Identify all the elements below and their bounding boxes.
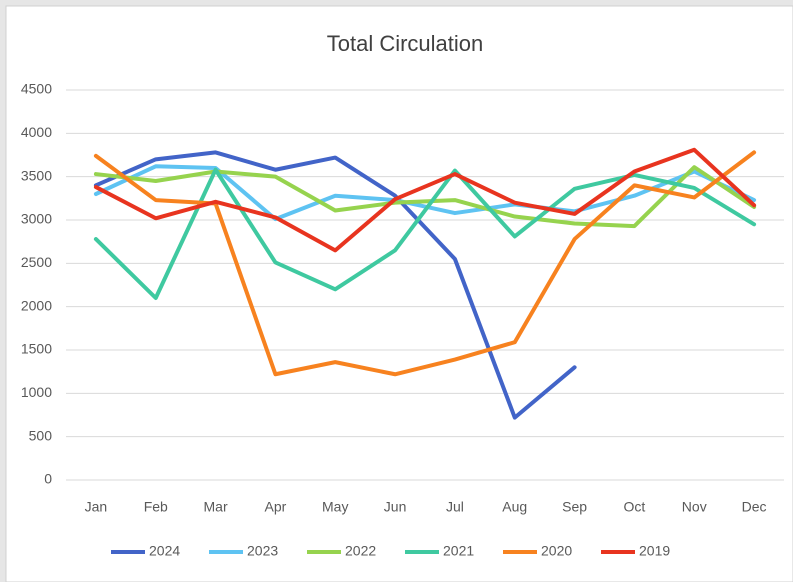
legend-label: 2024	[149, 543, 180, 559]
y-tick-label: 1500	[21, 341, 52, 357]
y-tick-label: 1000	[21, 384, 52, 400]
y-tick-label: 4000	[21, 124, 52, 140]
series-line	[93, 164, 757, 222]
x-tick-label: Apr	[265, 499, 287, 515]
x-tick-label: Nov	[682, 499, 707, 515]
y-tick-label: 4500	[21, 81, 52, 97]
y-tick-label: 2500	[21, 254, 52, 270]
legend-label: 2020	[541, 543, 572, 559]
y-tick-label: 3000	[21, 211, 52, 227]
chart-title: Total Circulation	[327, 31, 484, 56]
x-tick-label: Jun	[384, 499, 407, 515]
legend-label: 2021	[443, 543, 474, 559]
x-tick-label: Mar	[204, 499, 228, 515]
x-tick-label: Sep	[562, 499, 587, 515]
x-tick-label: Jan	[85, 499, 108, 515]
legend-label: 2022	[345, 543, 376, 559]
legend-label: 2023	[247, 543, 278, 559]
x-tick-label: Feb	[144, 499, 168, 515]
x-tick-label: Jul	[446, 499, 464, 515]
series-line	[93, 147, 757, 253]
y-tick-label: 0	[44, 471, 52, 487]
series-line	[93, 150, 577, 420]
y-tick-label: 500	[29, 427, 53, 443]
x-tick-label: Dec	[742, 499, 767, 515]
series-line	[93, 165, 757, 229]
series-line	[93, 167, 757, 300]
x-tick-label: Aug	[502, 499, 527, 515]
y-tick-label: 3500	[21, 167, 52, 183]
y-tick-label: 2000	[21, 297, 52, 313]
x-tick-label: Oct	[624, 499, 646, 515]
legend-label: 2019	[639, 543, 670, 559]
x-tick-label: May	[322, 499, 348, 515]
chart-background	[5, 5, 793, 582]
